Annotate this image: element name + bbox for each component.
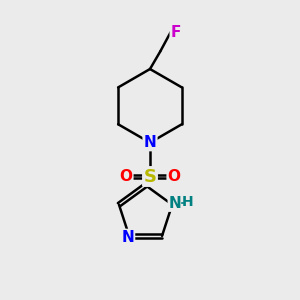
Text: N: N [169, 196, 182, 211]
Text: S: S [143, 167, 157, 185]
Text: O: O [119, 169, 132, 184]
Text: N: N [121, 230, 134, 245]
Text: F: F [171, 25, 181, 40]
Text: H: H [182, 195, 193, 209]
Text: N: N [144, 135, 156, 150]
Text: O: O [168, 169, 181, 184]
